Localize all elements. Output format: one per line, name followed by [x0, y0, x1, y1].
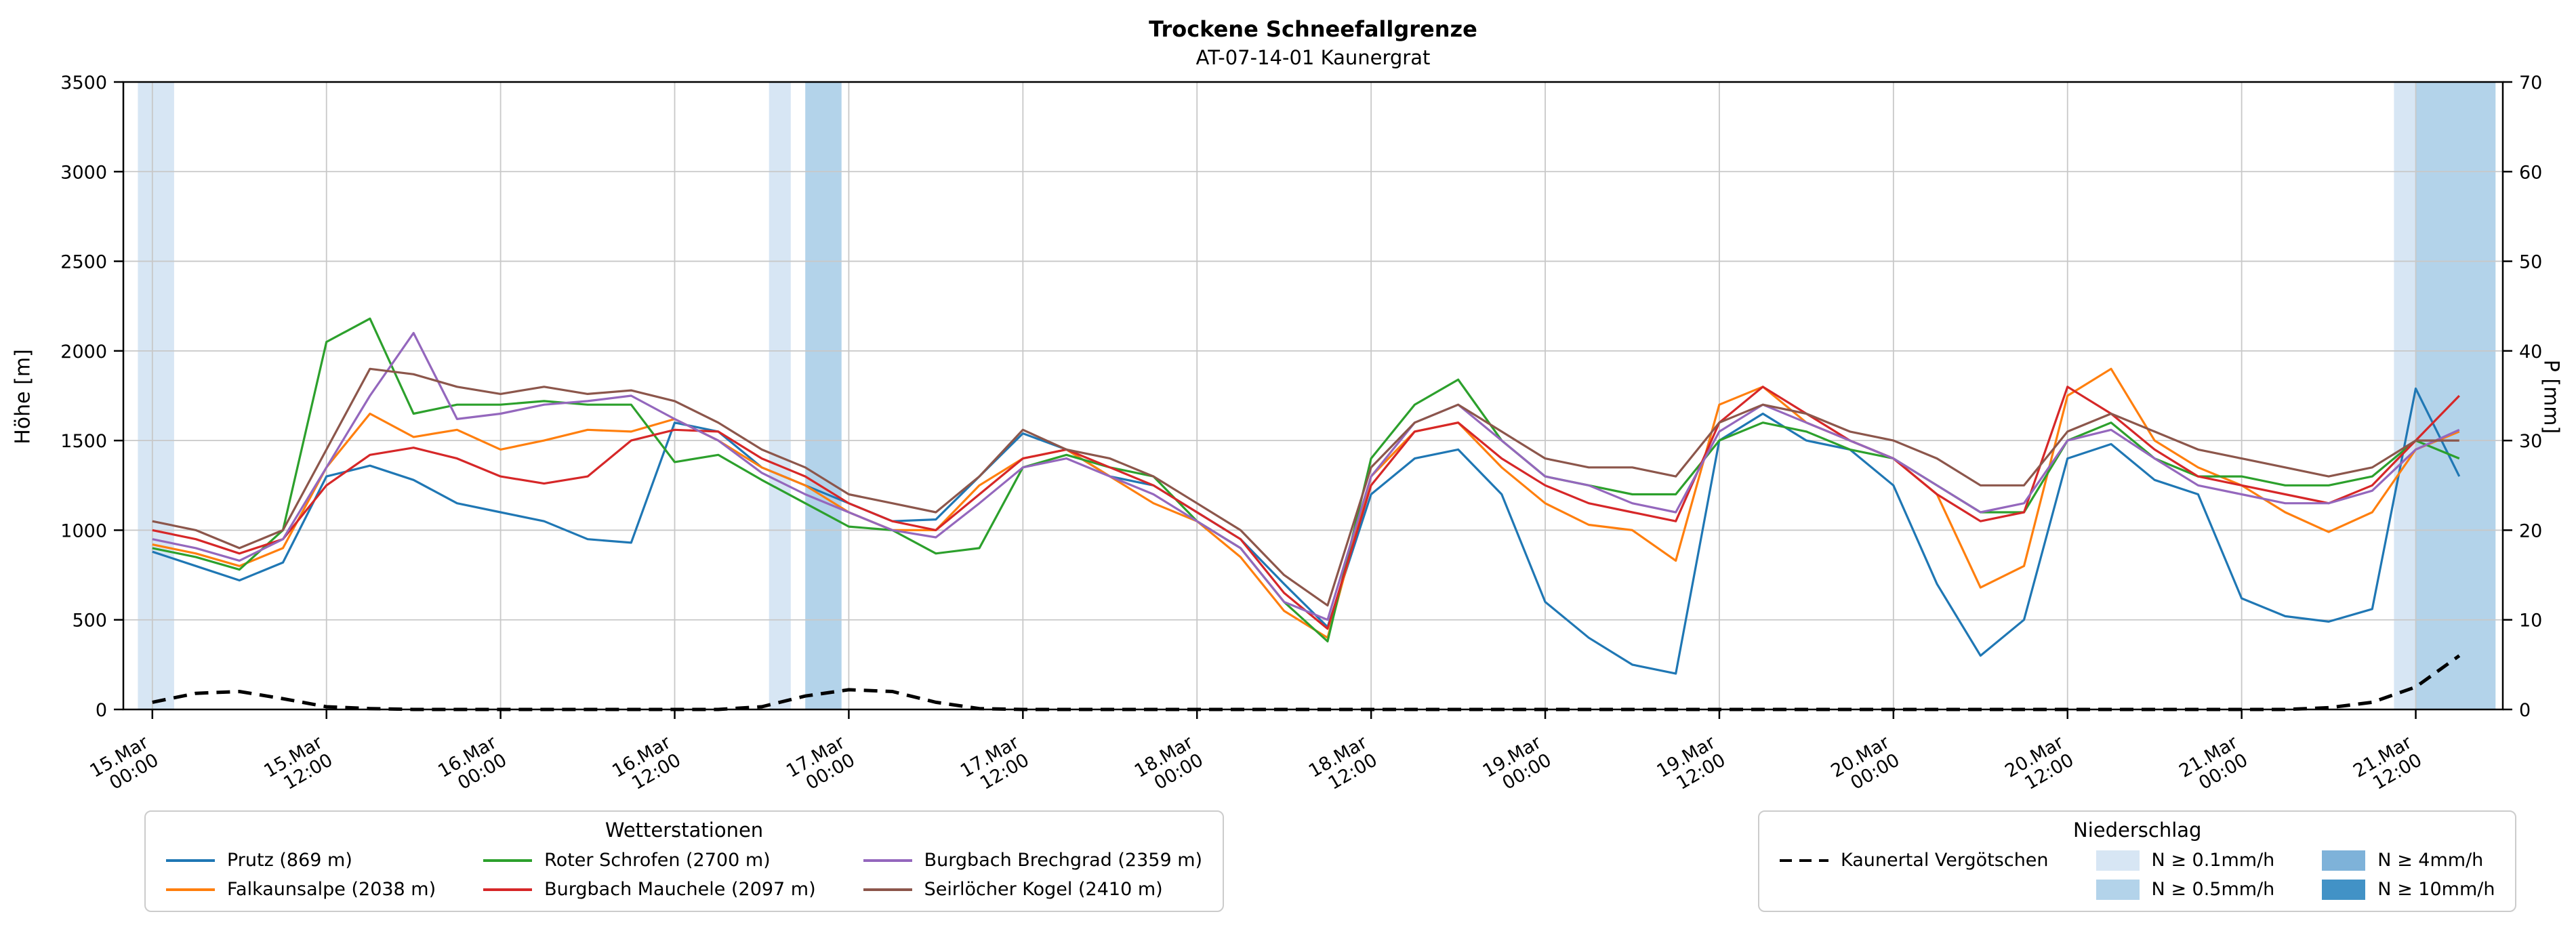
- series-line-0: [152, 387, 2461, 675]
- precip-band: [2415, 82, 2496, 709]
- x-tick-label: 18.Mar12:00: [1305, 732, 1382, 800]
- series-line-2: [152, 317, 2460, 643]
- y-tick-label-left: 3000: [60, 162, 107, 183]
- x-tick-label: 18.Mar00:00: [1131, 732, 1208, 800]
- y-tick-label-left: 1000: [60, 520, 107, 541]
- y-tick-label-right: 70: [2519, 73, 2542, 94]
- y-tick-label-left: 3500: [60, 73, 107, 94]
- y-axis-label-right: P [mm]: [2539, 359, 2563, 434]
- y-tick-label-right: 50: [2519, 252, 2542, 273]
- gridlines: [123, 81, 2503, 710]
- line-swatch-icon: [483, 859, 533, 862]
- x-tick-label: 21.Mar12:00: [2350, 732, 2426, 800]
- legend-item-band-05: N ≥ 0.5mm/h: [2095, 879, 2275, 900]
- precip-band: [805, 82, 842, 709]
- x-tick-label: 15.Mar00:00: [87, 732, 163, 800]
- precip-band: [2394, 82, 2416, 709]
- y-tick-label-left: 0: [96, 700, 107, 721]
- line-swatch-icon: [166, 888, 215, 891]
- legend-precipitation: Niederschlag Kaunertal Vergötschen N ≥ 0…: [1758, 810, 2517, 912]
- precip-band: [138, 82, 174, 709]
- legend-item-label: Burgbach Brechgrad (2359 m): [924, 850, 1203, 871]
- x-tick-label: 17.Mar12:00: [957, 732, 1034, 800]
- x-tick-label: 19.Mar12:00: [1654, 732, 1730, 800]
- band-swatch-icon: [2095, 879, 2140, 900]
- precip-band: [769, 82, 791, 709]
- y-tick-label-left: 2000: [60, 342, 107, 363]
- y-tick-label-left: 500: [72, 611, 107, 632]
- legend-item-label: N ≥ 0.5mm/h: [2151, 879, 2275, 900]
- legend-item-label: Roter Schrofen (2700 m): [544, 850, 771, 871]
- legend-item-label: Prutz (869 m): [227, 850, 352, 871]
- x-tick-label: 19.Mar00:00: [1479, 732, 1556, 800]
- dashed-line-swatch-icon: [1780, 859, 1828, 862]
- x-tick-label: 16.Mar00:00: [434, 732, 511, 800]
- x-tick-label: 21.Mar00:00: [2175, 732, 2252, 800]
- x-tick-label: 20.Mar12:00: [2001, 732, 2078, 800]
- band-swatch-icon: [2322, 850, 2366, 871]
- y-tick-label-right: 0: [2519, 700, 2531, 721]
- legend-item-band-01: N ≥ 0.1mm/h: [2095, 850, 2275, 871]
- legend-item-prutz: Prutz (869 m): [166, 850, 436, 871]
- legend-item-burgbach-brechgrad: Burgbach Brechgrad (2359 m): [863, 850, 1202, 871]
- chart-title: Trockene Schneefallgrenze: [1149, 16, 1477, 42]
- legend-item-falkaunsalpe: Falkaunsalpe (2038 m): [166, 879, 436, 900]
- y-tick-label-left: 1500: [60, 431, 107, 452]
- legend-item-label: N ≥ 10mm/h: [2377, 879, 2495, 900]
- legend-item-roter-schrofen: Roter Schrofen (2700 m): [483, 850, 816, 871]
- legend-item-label: Burgbach Mauchele (2097 m): [544, 879, 816, 900]
- x-tick-label: 17.Mar00:00: [783, 732, 859, 800]
- y-axis-label-left: Höhe [m]: [11, 349, 35, 445]
- y-tick-label-right: 20: [2519, 520, 2542, 541]
- series-line-4: [152, 331, 2460, 621]
- legend-stations: Wetterstationen Prutz (869 m) Falkaunsal…: [144, 810, 1225, 912]
- y-tick-label-right: 40: [2519, 342, 2542, 363]
- precip-bands: [138, 82, 2496, 709]
- legend-item-label: Falkaunsalpe (2038 m): [227, 879, 436, 900]
- band-swatch-icon: [2322, 879, 2366, 900]
- legend-item-seirloecher-kogel: Seirlöcher Kogel (2410 m): [863, 879, 1202, 900]
- y-tick-label-right: 60: [2519, 162, 2542, 183]
- legend-item-kaunertal: Kaunertal Vergötschen: [1780, 850, 2049, 871]
- legend-stations-title: Wetterstationen: [605, 819, 764, 842]
- chart-subtitle: AT-07-14-01 Kaunergrat: [1195, 46, 1431, 69]
- y-tick-label-right: 10: [2519, 611, 2542, 632]
- legend-item-band-10: N ≥ 10mm/h: [2322, 879, 2495, 900]
- y-tick-label-left: 2500: [60, 252, 107, 273]
- band-swatch-icon: [2095, 850, 2140, 871]
- line-swatch-icon: [483, 888, 533, 891]
- legend-precipitation-items: Kaunertal Vergötschen N ≥ 0.1mm/h N ≥ 0.…: [1780, 850, 2495, 900]
- line-swatch-icon: [166, 859, 215, 862]
- line-swatch-icon: [863, 888, 912, 891]
- legend-stations-items: Prutz (869 m) Falkaunsalpe (2038 m) Rote…: [166, 850, 1202, 900]
- legend-item-label: Seirlöcher Kogel (2410 m): [924, 879, 1163, 900]
- series-line-5: [152, 367, 2459, 607]
- axes-frame: [122, 81, 2504, 711]
- legend-item-label: N ≥ 0.1mm/h: [2151, 850, 2275, 871]
- x-tick-label: 16.Mar12:00: [609, 732, 685, 800]
- legend-item-label: Kaunertal Vergötschen: [1841, 850, 2049, 871]
- legend-item-label: N ≥ 4mm/h: [2377, 850, 2484, 871]
- y-tick-label-right: 30: [2519, 431, 2542, 452]
- x-tick-label: 20.Mar00:00: [1828, 732, 1904, 800]
- axis-ticks: 0 500 1000 1500 2000 2500 3000 3500 0 10 20 30 40 50 6…: [60, 73, 2542, 800]
- precip-line: [152, 654, 2461, 711]
- legend-item-band-4: N ≥ 4mm/h: [2322, 850, 2495, 871]
- legend-precipitation-title: Niederschlag: [2073, 819, 2202, 842]
- x-tick-label: 15.Mar12:00: [260, 732, 337, 800]
- legend-item-burgbach-mauchele: Burgbach Mauchele (2097 m): [483, 879, 816, 900]
- series-line-1: [152, 367, 2460, 639]
- line-swatch-icon: [863, 859, 912, 862]
